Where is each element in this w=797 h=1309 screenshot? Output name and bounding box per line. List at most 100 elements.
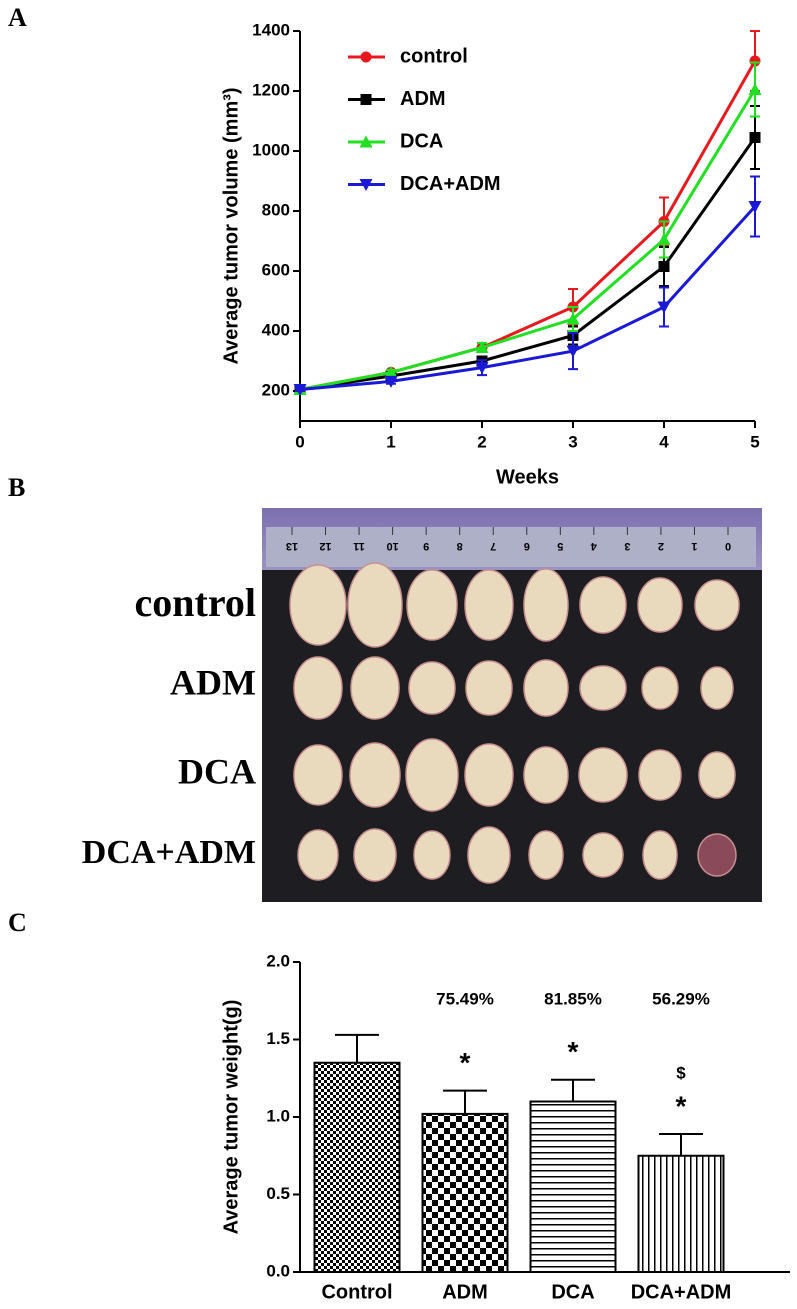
tumor [289, 564, 347, 646]
legend-marker [359, 135, 373, 148]
bar [313, 1061, 401, 1273]
tumor [349, 742, 401, 808]
legend-label: DCA+ADM [400, 173, 501, 195]
legend-label: ADM [400, 88, 446, 110]
series-line [299, 205, 757, 391]
tumor [523, 746, 569, 804]
marker [748, 201, 762, 213]
marker [384, 365, 398, 378]
tumor [579, 665, 627, 711]
error-bar [551, 1078, 595, 1102]
y-tick-label: 1.0 [266, 1106, 290, 1125]
tumor [408, 661, 456, 715]
tumor [582, 832, 624, 878]
y-tick-label: 200 [262, 380, 290, 399]
annotation: 56.29% [652, 989, 710, 1008]
tumor [467, 826, 511, 884]
ruler-label: 6 [524, 540, 530, 552]
error-bar [659, 1133, 703, 1156]
tumor [347, 562, 403, 648]
y-tick-label: 1400 [252, 20, 290, 39]
marker [475, 362, 489, 375]
ruler-label: 2 [658, 540, 664, 552]
tumor [579, 576, 627, 634]
ruler-scale [266, 527, 756, 567]
row-label: DCA [178, 751, 256, 791]
error-bar [443, 1089, 487, 1114]
bar [637, 1154, 725, 1273]
y-tick-label: 1000 [252, 140, 290, 159]
y-tick-label: 0.0 [266, 1261, 290, 1280]
x-tick-label: DCA+ADM [631, 1281, 732, 1303]
x-tick-label: 2 [477, 432, 486, 451]
tumor [413, 830, 451, 880]
annotation: $ [676, 1064, 686, 1083]
x-tick-label: 4 [659, 432, 669, 451]
row-label: ADM [170, 662, 256, 702]
tumor [523, 568, 569, 642]
marker [657, 233, 671, 245]
tumor [697, 833, 737, 877]
ruler-label: 8 [457, 540, 463, 552]
row-label: control [135, 580, 256, 625]
tumor [405, 738, 459, 812]
marker [293, 384, 307, 396]
marker [384, 375, 398, 388]
panel-label: A [8, 3, 27, 32]
series-line [299, 136, 757, 391]
y-axis-title: Average tumor volume (mm³) [220, 87, 242, 364]
y-axis-title: Average tumor weight(g) [220, 1000, 242, 1235]
tumor [528, 830, 564, 880]
y-tick-label: 600 [262, 260, 290, 279]
annotation: * [568, 1036, 579, 1067]
tumor [523, 659, 569, 717]
x-tick-label: 1 [386, 432, 395, 451]
bar [529, 1100, 617, 1273]
panel-label: C [8, 908, 27, 937]
x-tick-label: ADM [442, 1281, 488, 1303]
series-line [299, 88, 757, 391]
legend-label: DCA [400, 130, 443, 152]
error-bar [335, 1033, 379, 1063]
marker [658, 261, 670, 272]
tumor [578, 747, 628, 803]
tumor [700, 666, 734, 710]
photo [262, 508, 762, 902]
marker [657, 301, 671, 314]
ruler-label: 7 [490, 540, 496, 552]
y-tick-label: 1200 [252, 80, 290, 99]
legend-label: control [400, 45, 468, 67]
marker [475, 341, 489, 353]
annotation: * [460, 1047, 471, 1078]
tumor [698, 751, 736, 799]
x-tick-label: 5 [750, 432, 759, 451]
row-label: DCA+ADM [82, 834, 256, 871]
x-axis-title: Weeks [496, 466, 559, 488]
marker [749, 55, 761, 67]
x-tick-label: 3 [568, 432, 577, 451]
tumor [293, 744, 343, 806]
tumor [350, 656, 400, 720]
ruler-label: 5 [557, 540, 563, 552]
ruler-label: 0 [725, 540, 731, 552]
tumor [694, 579, 740, 631]
tumor [642, 830, 678, 880]
ruler-label: 13 [286, 540, 298, 552]
tumor [464, 743, 514, 807]
marker [749, 132, 761, 143]
panel-label: B [8, 473, 25, 502]
y-tick-label: 800 [262, 200, 290, 219]
y-tick-label: 0.5 [266, 1184, 290, 1203]
ruler-label: 10 [386, 540, 398, 552]
tumor [353, 828, 397, 882]
ruler-label: 3 [624, 540, 630, 552]
x-tick-label: 0 [295, 432, 304, 451]
ruler-label: 1 [691, 540, 697, 552]
tumor [637, 577, 683, 633]
legend-marker [360, 94, 372, 105]
annotation: 75.49% [436, 989, 494, 1008]
tumor [465, 660, 513, 716]
tumor [638, 749, 682, 801]
ruler-label: 4 [590, 540, 597, 552]
photo-background [262, 508, 762, 902]
